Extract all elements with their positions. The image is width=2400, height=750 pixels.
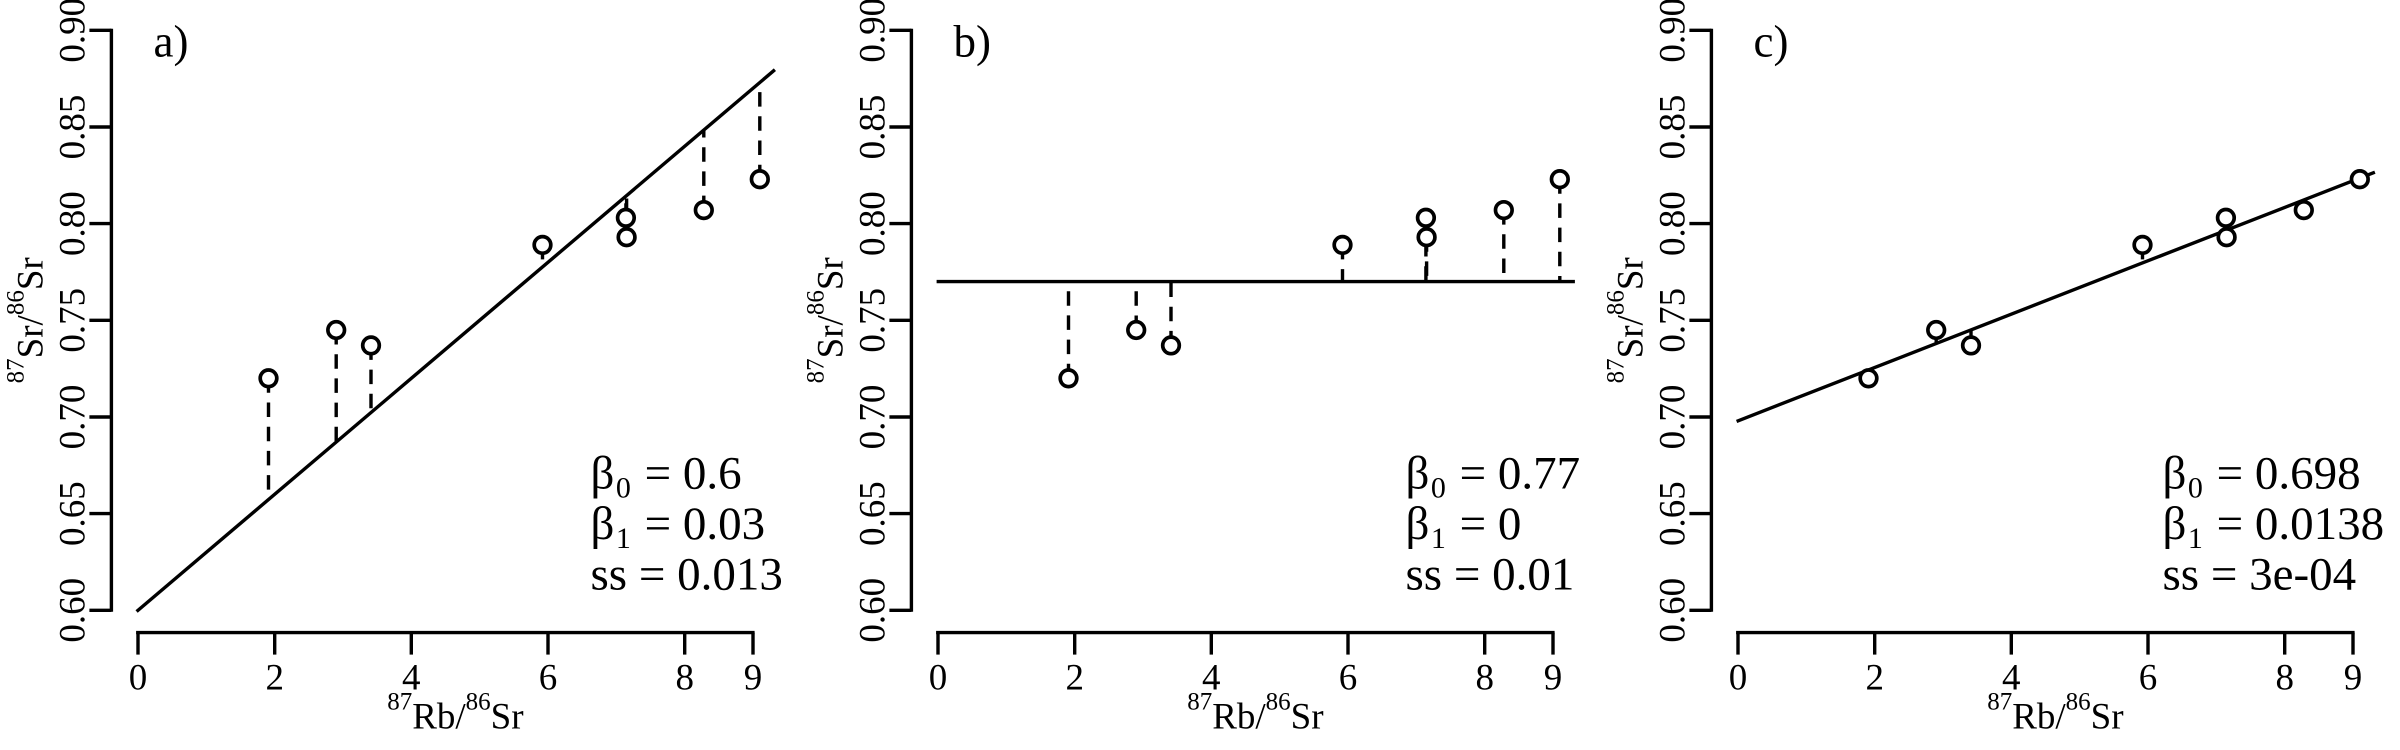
svg-text:0.85: 0.85 — [1652, 95, 1693, 160]
svg-text:0.90: 0.90 — [52, 0, 93, 63]
svg-text:87Sr/86Sr: 87Sr/86Sr — [1602, 257, 1651, 383]
svg-text:0: 0 — [129, 658, 148, 699]
svg-text:9: 9 — [1544, 658, 1563, 699]
svg-text:8: 8 — [2275, 658, 2294, 699]
svg-text:0.85: 0.85 — [852, 95, 893, 160]
svg-text:4: 4 — [2002, 658, 2021, 699]
svg-text:87Sr/86Sr: 87Sr/86Sr — [802, 257, 851, 383]
svg-text:87Rb/86Sr: 87Rb/86Sr — [1987, 689, 2123, 738]
svg-text:2: 2 — [1865, 658, 1884, 699]
svg-text:0: 0 — [929, 658, 948, 699]
svg-text:6: 6 — [2139, 658, 2158, 699]
svg-text:9: 9 — [2344, 658, 2363, 699]
svg-text:87Rb/86Sr: 87Rb/86Sr — [1187, 689, 1323, 738]
svg-text:0.70: 0.70 — [1652, 385, 1693, 450]
svg-text:0.80: 0.80 — [1652, 191, 1693, 256]
svg-text:0.75: 0.75 — [852, 288, 893, 353]
svg-text:0.70: 0.70 — [852, 385, 893, 450]
svg-text:0.70: 0.70 — [52, 385, 93, 450]
svg-text:0.75: 0.75 — [1652, 288, 1693, 353]
svg-text:0.90: 0.90 — [852, 0, 893, 63]
svg-text:b): b) — [954, 17, 992, 67]
svg-text:6: 6 — [539, 658, 558, 699]
svg-text:β0 = 0.6: β0 = 0.6 — [591, 448, 742, 505]
svg-text:0: 0 — [1729, 658, 1748, 699]
svg-text:4: 4 — [1202, 658, 1221, 699]
svg-text:β0 = 0.698: β0 = 0.698 — [2163, 448, 2361, 505]
svg-text:a): a) — [154, 17, 189, 67]
svg-text:6: 6 — [1339, 658, 1358, 699]
svg-text:ss = 0.01: ss = 0.01 — [1406, 549, 1575, 601]
svg-text:4: 4 — [402, 658, 421, 699]
svg-text:ss = 0.013: ss = 0.013 — [591, 549, 783, 601]
svg-text:0.80: 0.80 — [852, 191, 893, 256]
svg-text:0.60: 0.60 — [852, 578, 893, 643]
svg-text:β0 = 0.77: β0 = 0.77 — [1406, 448, 1581, 505]
svg-text:0.85: 0.85 — [52, 95, 93, 160]
svg-text:c): c) — [1754, 17, 1789, 67]
svg-text:0.60: 0.60 — [52, 578, 93, 643]
svg-text:β1 = 0.0138: β1 = 0.0138 — [2163, 498, 2385, 555]
svg-text:8: 8 — [1475, 658, 1494, 699]
svg-text:0.60: 0.60 — [1652, 578, 1693, 643]
svg-text:87Sr/86Sr: 87Sr/86Sr — [2, 257, 51, 383]
svg-text:9: 9 — [744, 658, 763, 699]
svg-text:87Rb/86Sr: 87Rb/86Sr — [387, 689, 523, 738]
svg-text:0.65: 0.65 — [52, 481, 93, 546]
svg-text:0.65: 0.65 — [1652, 481, 1693, 546]
svg-text:0.65: 0.65 — [852, 481, 893, 546]
svg-text:8: 8 — [675, 658, 694, 699]
svg-text:ss = 3e-04: ss = 3e-04 — [2163, 549, 2357, 601]
svg-text:0.80: 0.80 — [52, 191, 93, 256]
svg-text:0.90: 0.90 — [1652, 0, 1693, 63]
svg-text:0.75: 0.75 — [52, 288, 93, 353]
svg-text:2: 2 — [1065, 658, 1084, 699]
svg-text:2: 2 — [265, 658, 284, 699]
svg-text:β1 = 0: β1 = 0 — [1406, 498, 1522, 555]
